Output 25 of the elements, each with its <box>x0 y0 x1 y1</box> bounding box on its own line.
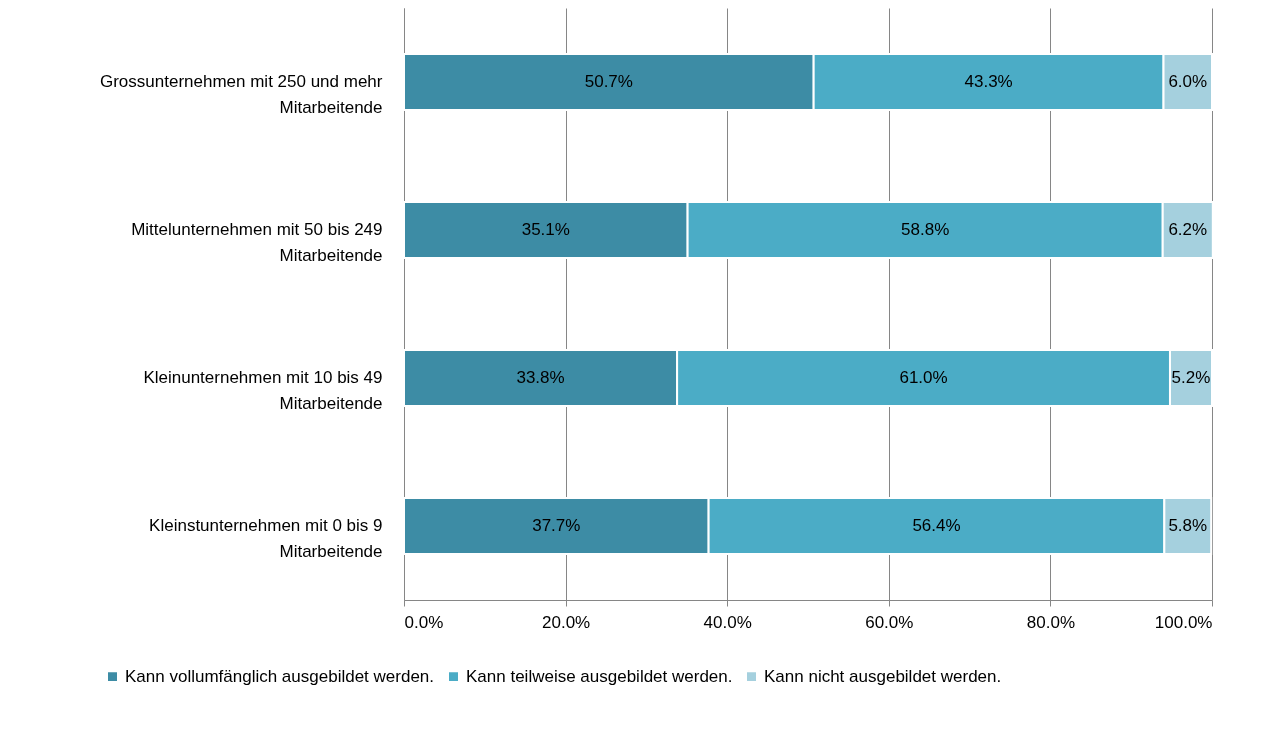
legend-label: Kann nicht ausgebildet werden. <box>764 666 1002 686</box>
x-tick-label: 80.0% <box>1026 612 1075 632</box>
y-tick-label: Mittelunternehmen mit 50 bis 249 Mitarbeitende <box>131 220 383 265</box>
x-tick-label: 0.0% <box>404 612 444 632</box>
data-label: 58.8% <box>901 220 950 239</box>
data-label: 35.1% <box>521 220 570 239</box>
data-label: 5.8% <box>1168 516 1208 535</box>
data-label: 43.3% <box>964 72 1013 91</box>
x-tick-label: 100.0% <box>1154 612 1213 632</box>
data-label: 56.4% <box>912 516 961 535</box>
data-label: 6.2% <box>1168 220 1208 239</box>
data-label: 50.7% <box>584 72 633 91</box>
data-label: 5.2% <box>1171 368 1211 387</box>
x-tick-label: 20.0% <box>542 612 591 632</box>
x-tick-label: 60.0% <box>865 612 914 632</box>
legend-label: Kann teilweise ausgebildet werden. <box>466 666 733 686</box>
y-tick-label: Kleinstunternehmen mit 0 bis 9 Mitarbeitende <box>149 516 383 561</box>
y-tick-label: Grossunternehmen mit 250 und mehr Mitarbeitende <box>99 72 383 117</box>
legend-label: Kann vollumfänglich ausgebildet werden. <box>125 666 435 686</box>
data-label: 61.0% <box>899 368 948 387</box>
data-label: 37.7% <box>532 516 581 535</box>
y-tick-label: Kleinunternehmen mit 10 bis 49 Mitarbeitende <box>143 368 383 413</box>
data-label: 6.0% <box>1168 72 1208 91</box>
x-tick-label: 40.0% <box>703 612 752 632</box>
data-label: 33.8% <box>516 368 565 387</box>
